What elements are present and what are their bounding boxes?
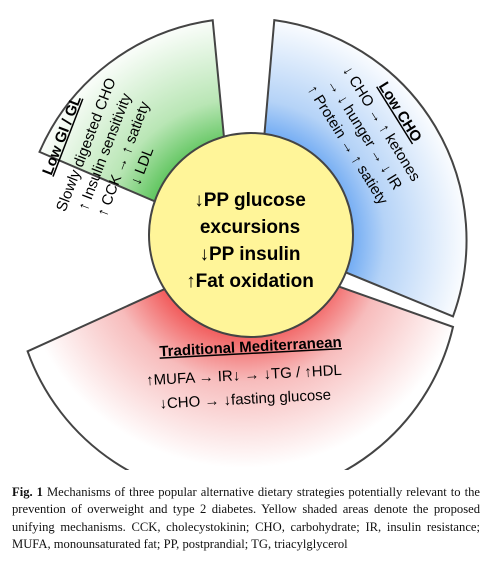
figure-caption: Fig. 1 Mechanisms of three popular alter… xyxy=(12,484,480,554)
mechanisms-diagram: ↓PP glucose excursions ↓PP insulin ↑Fat … xyxy=(26,18,468,470)
caption-text: Mechanisms of three popular alternative … xyxy=(12,485,480,552)
center-circle xyxy=(148,132,354,338)
bottom-segment-wedge xyxy=(26,251,455,470)
center-line-3: ↓PP insulin xyxy=(199,244,300,265)
figure-label: Fig. 1 xyxy=(12,485,43,499)
center-line-4: ↑Fat oxidation xyxy=(186,271,314,292)
center-line-2: excursions xyxy=(200,217,300,238)
center-line-1: ↓PP glucose xyxy=(194,190,306,211)
